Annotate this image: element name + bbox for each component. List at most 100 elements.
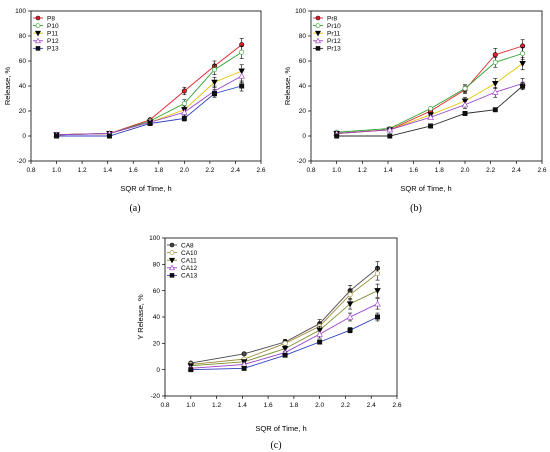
legend-entry: Pr8 — [313, 15, 338, 22]
x-tick-label: 0.8 — [160, 402, 169, 409]
y-axis-label: Y Release, % — [136, 294, 145, 340]
y-tick-label: 40 — [153, 314, 161, 321]
y-tick-label: 100 — [295, 8, 306, 15]
data-point — [188, 367, 194, 373]
x-tick-label: 2.6 — [537, 167, 546, 174]
legend-entry: Pr10 — [313, 23, 341, 30]
data-point — [107, 133, 112, 139]
legend-entry: Pr12 — [313, 37, 341, 45]
legend-entry: CA8 — [167, 242, 194, 249]
x-tick-label: 2.0 — [460, 167, 469, 174]
data-point — [519, 60, 526, 67]
series-ca10 — [188, 266, 381, 367]
series-pr13 — [334, 81, 526, 139]
legend-label: Pr8 — [327, 15, 338, 22]
chart-panel-c: Y Release, % SQR of Time, h (c) 0.8 1.0 1.… — [136, 235, 402, 451]
data-point — [35, 15, 41, 21]
data-point — [34, 30, 42, 37]
y-tick-label: 80 — [19, 33, 27, 40]
data-point — [346, 313, 354, 320]
series-line — [336, 85, 523, 137]
data-point — [492, 88, 499, 95]
data-point — [35, 46, 41, 51]
legend-label: Pr11 — [327, 31, 341, 38]
legend-label: CA12 — [181, 265, 198, 272]
data-point — [147, 121, 153, 126]
x-tick-label: 2.2 — [486, 167, 495, 174]
data-point — [374, 300, 381, 307]
series-line — [56, 85, 242, 137]
data-point — [334, 133, 340, 139]
y-tick-label: 0 — [156, 367, 160, 374]
data-point — [169, 250, 175, 255]
y-tick-label: 100 — [15, 8, 26, 15]
data-point — [386, 126, 394, 133]
y-tick-label: 0 — [22, 133, 26, 140]
legend-entry: CA11 — [167, 258, 197, 265]
series-line — [190, 303, 378, 369]
series-p13 — [54, 80, 245, 139]
x-tick-label: 2.0 — [180, 167, 189, 174]
data-point — [239, 49, 245, 55]
y-tick-label: 60 — [19, 58, 27, 65]
data-point — [35, 23, 41, 28]
y-tick-label: -20 — [297, 158, 307, 165]
data-point — [492, 59, 498, 65]
x-tick-label: 1.8 — [154, 167, 163, 174]
series-line — [56, 75, 242, 136]
y-tick-label: 40 — [19, 83, 27, 90]
y-tick-label: 20 — [299, 108, 307, 115]
legend-entry: P8 — [33, 15, 55, 22]
legend-label: P10 — [47, 23, 59, 30]
series-ca13 — [188, 312, 380, 373]
data-point — [314, 37, 322, 44]
x-tick-label: 2.2 — [205, 167, 214, 174]
legend-label: P8 — [47, 15, 55, 22]
data-point — [238, 72, 245, 79]
x-tick-label: 1.4 — [383, 167, 392, 174]
x-axis-label: SQR of Time, h — [255, 424, 306, 433]
series-line — [336, 83, 523, 134]
x-tick-label: 1.4 — [103, 167, 112, 174]
data-point — [239, 83, 245, 89]
legend-label: Pr12 — [327, 38, 341, 45]
x-tick-label: 1.8 — [289, 402, 298, 409]
x-tick-label: 2.0 — [315, 402, 324, 409]
x-tick-label: 2.6 — [256, 167, 265, 174]
x-tick-label: 1.0 — [332, 167, 341, 174]
data-point — [315, 23, 321, 28]
series-line — [190, 290, 378, 367]
series-line — [190, 316, 378, 371]
legend-label: P13 — [47, 46, 59, 53]
data-point — [181, 108, 188, 115]
data-point — [168, 264, 176, 271]
data-point — [347, 292, 353, 298]
x-tick-label: 1.2 — [78, 167, 87, 174]
data-point — [316, 330, 323, 337]
legend-label: CA13 — [181, 273, 198, 280]
data-point — [281, 346, 289, 352]
x-tick-label: 1.0 — [52, 167, 61, 174]
data-point — [181, 101, 187, 107]
x-tick-label: 2.6 — [392, 402, 401, 409]
series-line — [336, 53, 523, 133]
data-point — [241, 365, 247, 371]
legend-label: CA10 — [181, 250, 198, 257]
data-point — [241, 351, 247, 357]
data-point — [375, 271, 381, 277]
x-tick-label: 1.2 — [358, 167, 367, 174]
legend-label: CA8 — [181, 242, 194, 249]
data-point — [462, 111, 468, 116]
x-tick-label: 1.6 — [264, 402, 273, 409]
legend-entry: CA10 — [167, 250, 198, 257]
y-tick-label: 40 — [299, 83, 307, 90]
panel-label: (a) — [129, 203, 140, 214]
x-tick-label: 1.4 — [238, 402, 247, 409]
data-point — [520, 83, 526, 89]
data-point — [282, 352, 288, 358]
x-tick-label: 2.4 — [512, 167, 521, 174]
data-point — [346, 301, 354, 308]
y-tick-label: 80 — [153, 262, 161, 269]
data-point — [212, 91, 217, 96]
